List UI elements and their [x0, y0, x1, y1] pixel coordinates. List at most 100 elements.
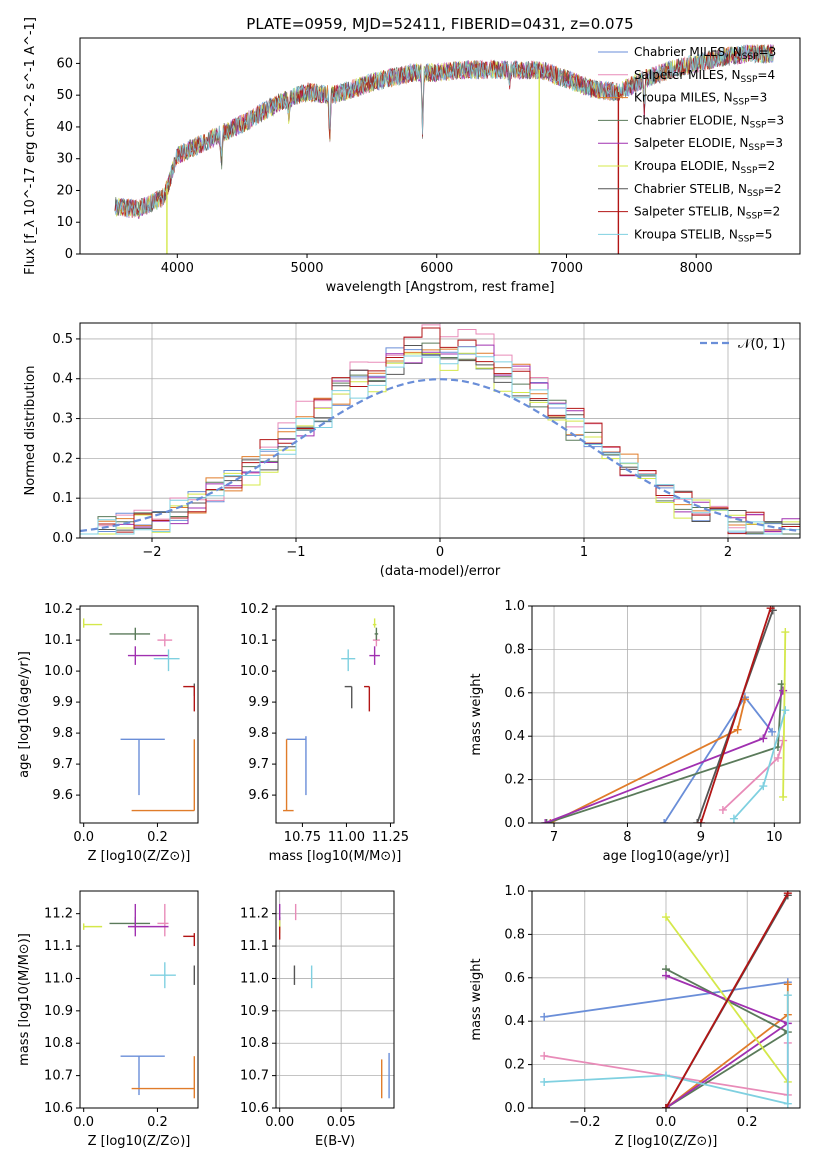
series-marker	[718, 805, 727, 814]
x-tick-label: 6000	[420, 261, 453, 276]
y-tick-label: 9.8	[248, 726, 269, 741]
plot-area	[283, 618, 380, 812]
series-marker	[540, 1051, 549, 1060]
histogram-series	[80, 327, 800, 538]
y-tick-label: 0.2	[504, 773, 525, 788]
y-tick-label: 11.2	[240, 907, 269, 922]
series-marker	[783, 980, 792, 989]
y-tick-label: 11.0	[240, 971, 269, 986]
data-point	[283, 739, 294, 812]
legend-subscript: SSP	[741, 75, 758, 85]
y-tick-label: 11.2	[44, 907, 73, 922]
series-marker	[766, 606, 775, 613]
legend: Chabrier MILES, NSSP=3 Salpeter MILES, NS…	[598, 45, 784, 244]
y-tick-label: 0.6	[504, 971, 525, 986]
x-tick-label: 11.25	[372, 830, 409, 845]
plot-frame	[79, 37, 801, 255]
y-tick-label: 10.0	[44, 664, 73, 679]
x-tick-label: −2	[142, 545, 161, 560]
data-point	[131, 1056, 196, 1099]
y-axis-label: mass weight	[469, 958, 484, 1040]
legend-subscript: SSP	[733, 98, 750, 108]
plot-area	[278, 903, 390, 1099]
x-axis-label: Z [log10(Z/Z⊙)]	[88, 1134, 191, 1149]
x-tick-label: 2	[724, 545, 732, 560]
chart-mass-vs-ebv: 0.00 0.05 10.6 10.7 10.8 10.9 11.0 11.1 11.2 E(B-…	[240, 890, 395, 1149]
data-point	[364, 685, 371, 712]
x-axis-label: (data-model)/error	[380, 564, 501, 579]
series-marker	[696, 819, 705, 823]
series-marker	[779, 686, 788, 695]
legend-suffix: =2	[763, 205, 781, 219]
legend-suffix: =3	[750, 91, 768, 105]
legend-subscript: SSP	[738, 234, 755, 244]
series-marker	[542, 819, 551, 823]
y-tick-label: 60	[56, 56, 73, 71]
series-line	[544, 981, 788, 1018]
x-tick-label: 0.0	[656, 1115, 677, 1130]
series-marker	[662, 971, 670, 980]
y-axis-label: Flux [f_λ 10^-17 erg cm^-2 s^-1 A^-1]	[23, 17, 38, 275]
series-line	[663, 695, 773, 823]
series-marker	[662, 1104, 670, 1108]
y-tick-label: 1.0	[504, 599, 525, 614]
series-marker	[783, 1099, 792, 1108]
x-tick-label: 11.00	[328, 830, 365, 845]
y-tick-label: 9.9	[52, 695, 73, 710]
y-tick-label: 0.8	[504, 927, 525, 942]
chart-age-vs-mass: 10.75 11.00 11.25 9.6 9.7 9.8 9.9 10.0 10.1 10.2 m…	[240, 602, 409, 864]
series-marker	[759, 782, 768, 791]
data-point	[183, 933, 196, 947]
data-point	[150, 962, 176, 989]
y-tick-label: 9.9	[248, 695, 269, 710]
chart-residual-histogram: −2 −1 0 1 2 0.0 0.1 0.2 0.3 0.4 0.5 (data-model)/er…	[23, 322, 801, 579]
data-point	[109, 627, 151, 641]
y-tick-label: 9.6	[52, 788, 73, 803]
legend-subscript: SSP	[748, 143, 765, 153]
y-tick-label: 10.6	[240, 1101, 269, 1116]
data-point	[286, 736, 307, 796]
y-tick-label: 0.1	[52, 491, 73, 506]
x-axis-label: Z [log10(Z/Z⊙)]	[88, 849, 191, 864]
legend-label: Salpeter STELIB, NSSP=2	[634, 205, 780, 222]
series-line	[544, 995, 789, 1105]
plot-frame	[79, 605, 199, 824]
x-tick-label: 0.0	[73, 1115, 94, 1130]
y-tick-label: 9.6	[248, 788, 269, 803]
series-marker	[733, 725, 742, 734]
legend-suffix: =5	[755, 227, 773, 241]
data-point	[341, 649, 356, 672]
legend-subscript: SSP	[746, 212, 763, 222]
y-tick-label: 0.2	[52, 451, 73, 466]
legend-suffix: =3	[759, 45, 777, 59]
y-tick-label: 10.7	[240, 1069, 269, 1084]
x-axis-label: wavelength [Angstrom, rest frame]	[326, 280, 555, 295]
series-line	[700, 607, 772, 823]
legend-label: Chabrier MILES, NSSP=3	[634, 45, 776, 62]
series-marker	[759, 734, 768, 743]
data-point	[157, 903, 169, 937]
legend-subscript: SSP	[741, 166, 758, 176]
legend-subscript: SSP	[742, 52, 759, 62]
chart-massweight-vs-Z: −0.2 0.0 0.2 0.0 0.2 0.4 0.6 0.8 1.0 Z [log10(Z/Z…	[469, 884, 801, 1149]
data-point	[127, 903, 169, 937]
x-tick-label: −0.2	[569, 1115, 601, 1130]
plot-frame	[531, 605, 801, 824]
legend-suffix: =3	[765, 136, 783, 150]
plot-area	[114, 44, 774, 254]
series-marker	[740, 695, 749, 704]
y-tick-label: 10.6	[44, 1101, 73, 1116]
data-point	[120, 738, 165, 796]
x-axis-label: Z [log10(Z/Z⊙)]	[615, 1134, 718, 1149]
data-point	[127, 646, 169, 665]
plot-frame	[79, 322, 801, 539]
series-marker	[781, 628, 790, 637]
legend-label: Kroupa STELIB, NSSP=5	[634, 227, 772, 244]
legend: 𝒩(0, 1)	[700, 337, 785, 352]
data-point	[369, 646, 380, 665]
y-tick-label: 30	[56, 152, 73, 167]
legend-label: Salpeter MILES, NSSP=4	[634, 68, 775, 85]
y-tick-label: 0.0	[52, 531, 73, 546]
plot-frame	[79, 890, 199, 1109]
